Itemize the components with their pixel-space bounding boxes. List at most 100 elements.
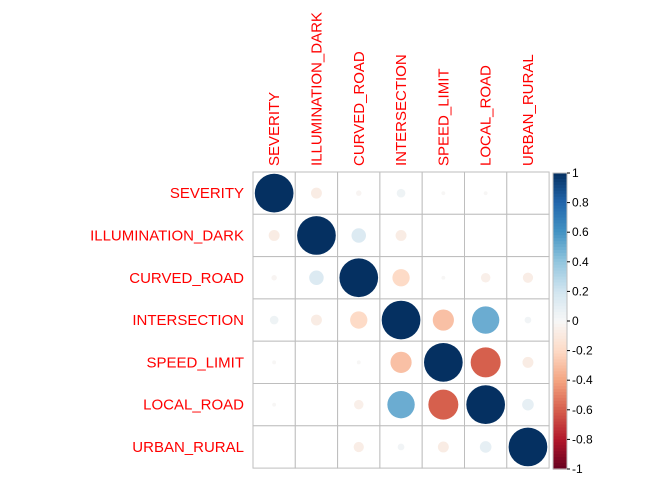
colorbar-segment <box>553 247 567 251</box>
column-label: ILLUMINATION_DARK <box>308 12 325 166</box>
colorbar-segment <box>553 220 567 224</box>
colorbar-segment <box>553 202 567 207</box>
correlation-circle <box>441 275 446 280</box>
colorbar-segment <box>553 362 567 366</box>
colorbar-segment <box>553 270 567 275</box>
colorbar-segment <box>553 318 567 322</box>
colorbar-segment <box>553 326 567 331</box>
correlation-circle <box>356 360 361 365</box>
correlation-circle <box>466 385 505 424</box>
colorbar-segment <box>553 282 567 287</box>
correlation-circle <box>353 441 364 453</box>
colorbar-segment <box>553 208 567 213</box>
colorbar-segment <box>553 175 567 180</box>
colorbar-segment <box>553 460 567 464</box>
colorbar-segment <box>553 338 567 343</box>
colorbar-segment <box>553 436 567 440</box>
matrix-cell <box>252 298 296 342</box>
colorbar-segment <box>553 463 567 467</box>
colorbar-segment <box>553 448 567 452</box>
colorbar-segment <box>553 294 567 298</box>
colorbar-segment <box>553 406 567 411</box>
colorbar-segment <box>553 315 567 319</box>
colorbar-segment <box>553 409 567 414</box>
colorbar-segment <box>553 397 567 402</box>
colorbar-segment <box>553 329 567 334</box>
colorbar-segment <box>553 433 567 438</box>
column-labels: SEVERITY ILLUMINATION_DARK CURVED_ROAD INTE… <box>266 12 537 166</box>
colorbar-segment <box>553 347 567 352</box>
colorbar-segment <box>553 415 567 420</box>
colorbar-segment <box>553 303 567 307</box>
colorbar-segment <box>553 244 567 248</box>
colorbar-segment <box>553 223 567 227</box>
colorbar-segment <box>553 181 567 186</box>
colorbar-tick-label: 0.6 <box>572 225 589 239</box>
colorbar-segment <box>553 279 567 284</box>
correlation-circle <box>339 258 379 298</box>
colorbar-segment <box>553 241 567 245</box>
colorbar-segment <box>553 380 567 384</box>
colorbar-segment <box>553 454 567 458</box>
colorbar-segment <box>553 267 567 272</box>
colorbar-segment <box>553 403 567 408</box>
correlation-circle <box>522 398 534 411</box>
colorbar-tick-label: 0 <box>572 314 579 328</box>
colorbar-segment <box>553 321 567 325</box>
colorbar-segment <box>553 371 567 375</box>
correlation-circle <box>297 216 336 255</box>
colorbar-segment <box>553 359 567 364</box>
colorbar-segment <box>553 445 567 449</box>
correlation-circle <box>437 441 449 453</box>
colorbar-segment <box>553 392 567 396</box>
colorbar-tick-label: -1 <box>572 462 583 476</box>
colorbar-segment <box>553 285 567 290</box>
matrix-cell <box>294 425 339 469</box>
correlation-circle <box>432 309 454 331</box>
colorbar-segment <box>553 238 567 242</box>
colorbar-segment <box>553 261 567 266</box>
colorbar-segment <box>553 350 567 355</box>
row-label: CURVED_ROAD <box>129 270 244 287</box>
colorbar-segment <box>553 264 567 269</box>
colorbar-segment <box>553 389 567 393</box>
matrix-grid <box>252 171 550 469</box>
colorbar-segment <box>553 258 567 263</box>
colorbar-segment <box>553 205 567 210</box>
colorbar-segment <box>553 439 567 443</box>
colorbar-segment <box>553 466 567 470</box>
colorbar-segment <box>553 214 567 218</box>
colorbar-segment <box>553 418 567 423</box>
colorbar-segment <box>553 306 567 310</box>
colorbar-segment <box>553 395 567 399</box>
colorbar-segment <box>553 335 567 340</box>
colorbar-segment <box>553 386 567 390</box>
correlation-circle <box>387 390 415 419</box>
colorbar-tick-label: 0.2 <box>572 284 589 298</box>
correlation-circle <box>479 441 492 453</box>
correlation-circle <box>524 316 532 324</box>
matrix-cell <box>252 425 296 469</box>
colorbar-segment <box>553 368 567 372</box>
row-label: LOCAL_ROAD <box>143 397 244 414</box>
correlation-circle <box>480 273 491 283</box>
correlation-circle <box>310 187 322 199</box>
correlation-circle <box>271 275 277 281</box>
correlation-circles <box>254 173 548 467</box>
colorbar-tick-label: 0.8 <box>572 196 589 210</box>
colorbar-segment <box>553 252 567 257</box>
colorbar-segment <box>553 421 567 426</box>
correlation-circle <box>424 343 463 382</box>
colorbar-tick-label: 1 <box>572 166 579 180</box>
correlation-circle <box>354 399 364 410</box>
colorbar-segment <box>553 235 567 239</box>
correlation-circle <box>483 191 488 196</box>
column-label: INTERSECTION <box>393 54 410 166</box>
colorbar-segment <box>553 226 567 230</box>
colorbar-segment <box>553 199 567 204</box>
correlation-circle <box>269 315 279 325</box>
column-label: LOCAL_ROAD <box>478 65 495 166</box>
colorbar-segment <box>553 377 567 381</box>
colorbar-segment <box>553 178 567 183</box>
